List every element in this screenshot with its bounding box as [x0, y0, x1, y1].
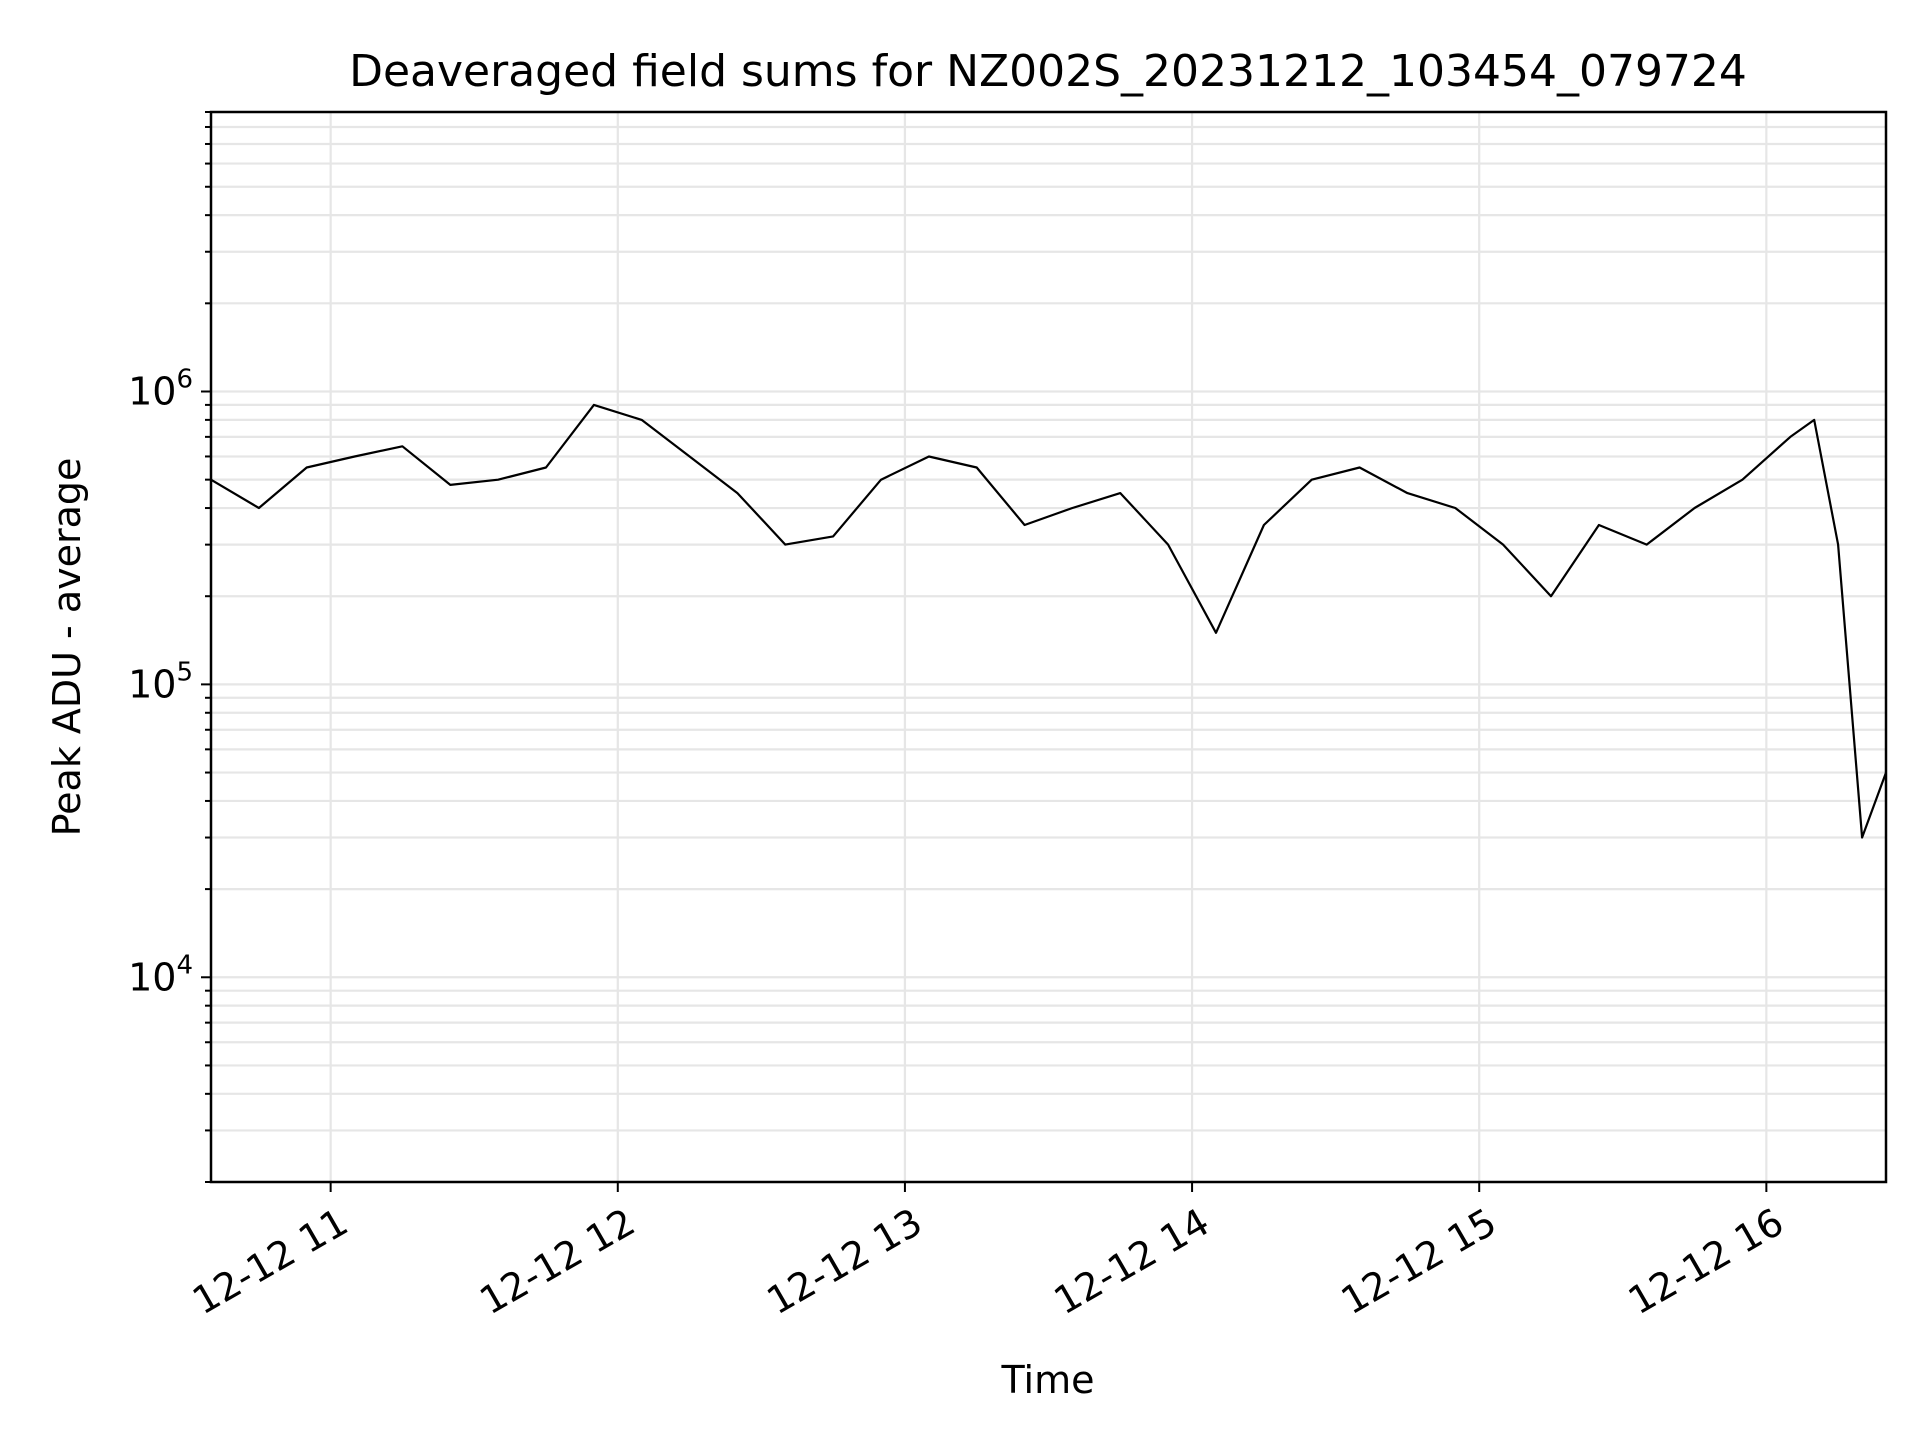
x-tick-label: 12-12 12 [472, 1200, 642, 1324]
x-tick-label: 12-12 13 [759, 1200, 929, 1324]
tick-layer [201, 111, 1768, 1192]
x-tick-label: 12-12 16 [1621, 1200, 1791, 1324]
x-tick-label: 12-12 11 [185, 1200, 355, 1324]
plot-frame [209, 110, 1888, 1184]
series-layer [210, 403, 1888, 839]
series-line [210, 403, 1888, 839]
chart-title: Deaveraged field sums for NZ002S_2023121… [349, 46, 1747, 97]
x-tick-label: 12-12 15 [1334, 1200, 1504, 1324]
y-axis-label: Peak ADU - average [45, 458, 89, 837]
x-tick-label: 12-12 14 [1047, 1200, 1217, 1324]
grid-layer [211, 110, 1886, 1184]
y-tick-label: 105 [128, 657, 193, 706]
x-axis-label: Time [1001, 1358, 1095, 1402]
y-tick-label: 104 [128, 950, 193, 999]
y-tick-label: 106 [128, 364, 193, 413]
